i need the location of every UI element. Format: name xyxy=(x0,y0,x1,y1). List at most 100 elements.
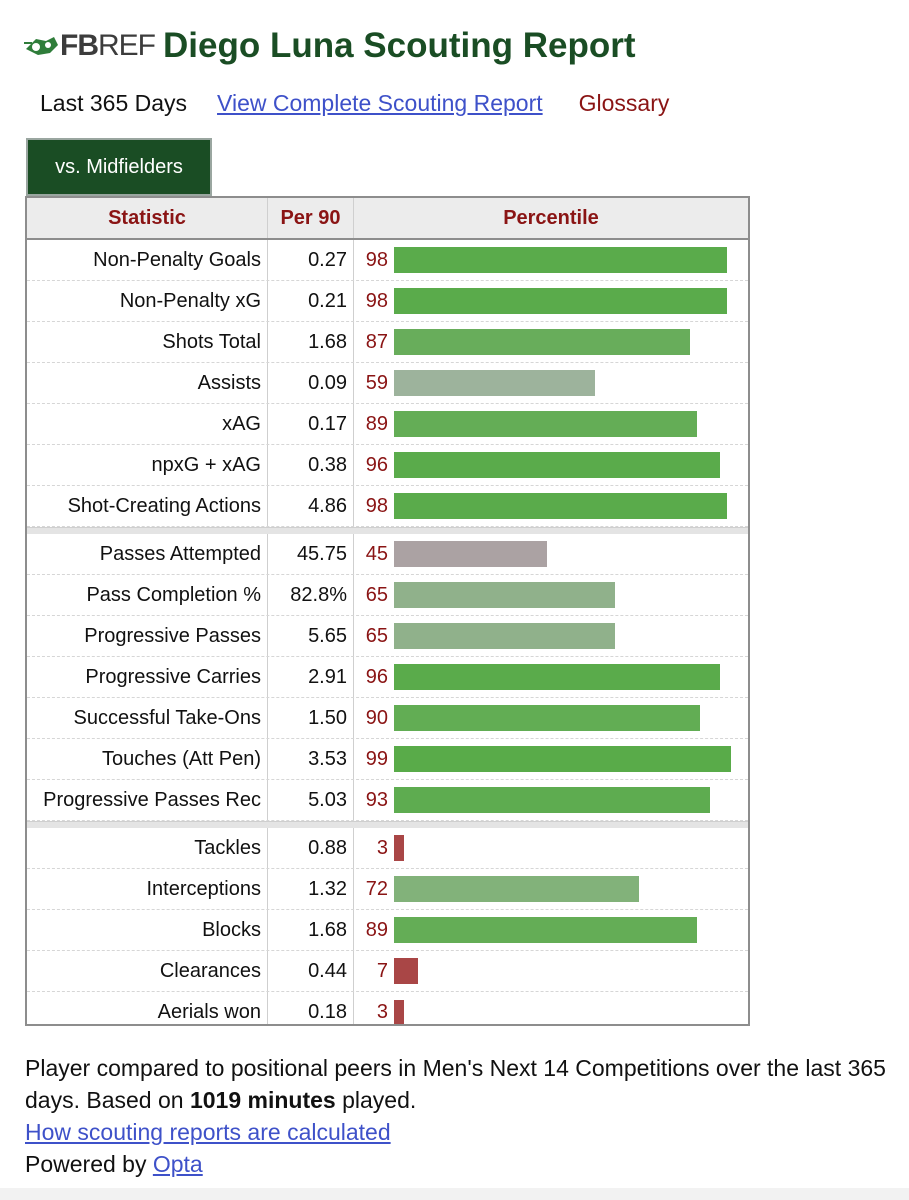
per90-value: 3.53 xyxy=(268,739,354,779)
percentile-bar xyxy=(394,835,404,861)
percentile-bar-track xyxy=(394,787,734,813)
percentile-bar-track xyxy=(394,329,734,355)
stat-name: Passes Attempted xyxy=(27,534,268,574)
column-header-statistic[interactable]: Statistic xyxy=(27,198,268,238)
group-separator xyxy=(27,527,748,534)
table-row: Clearances 0.44 7 xyxy=(27,951,748,992)
stat-name: Pass Completion % xyxy=(27,575,268,615)
table-row: Non-Penalty xG 0.21 98 xyxy=(27,281,748,322)
percentile-bar xyxy=(394,664,720,690)
per90-value: 5.65 xyxy=(268,616,354,656)
percentile-bar-track xyxy=(394,411,734,437)
percentile-bar xyxy=(394,329,690,355)
logo-wordmark: FBREF xyxy=(60,29,156,62)
minutes-played: 1019 minutes xyxy=(189,1087,336,1113)
stat-name: Blocks xyxy=(27,910,268,950)
percentile-value: 7 xyxy=(376,959,388,982)
percentile-value: 65 xyxy=(365,624,388,647)
percentile-value: 98 xyxy=(365,494,388,517)
percentile-cell: 99 xyxy=(354,739,748,779)
percentile-bar-track xyxy=(394,876,734,902)
percentile-cell: 65 xyxy=(354,575,748,615)
per90-value: 0.44 xyxy=(268,951,354,991)
percentile-bar xyxy=(394,452,720,478)
per90-value: 4.86 xyxy=(268,486,354,526)
table-row: xAG 0.17 89 xyxy=(27,404,748,445)
percentile-bar xyxy=(394,623,615,649)
comparison-note: Player compared to positional peers in M… xyxy=(25,1052,895,1116)
table-row: npxG + xAG 0.38 96 xyxy=(27,445,748,486)
table-row: Aerials won 0.18 3 xyxy=(27,992,748,1024)
column-header-per90[interactable]: Per 90 xyxy=(268,198,354,238)
stat-name: npxG + xAG xyxy=(27,445,268,485)
page-title: Diego Luna Scouting Report xyxy=(163,26,636,65)
percentile-cell: 98 xyxy=(354,281,748,321)
percentile-value: 72 xyxy=(365,877,388,900)
percentile-cell: 98 xyxy=(354,486,748,526)
percentile-cell: 96 xyxy=(354,657,748,697)
how-calculated-link[interactable]: How scouting reports are calculated xyxy=(25,1119,391,1145)
percentile-cell: 89 xyxy=(354,910,748,950)
stat-name: Progressive Passes Rec xyxy=(27,780,268,820)
stat-name: Progressive Carries xyxy=(27,657,268,697)
stat-name: Non-Penalty xG xyxy=(27,281,268,321)
per90-value: 0.09 xyxy=(268,363,354,403)
percentile-bar xyxy=(394,876,639,902)
percentile-value: 98 xyxy=(365,248,388,271)
percentile-cell: 89 xyxy=(354,404,748,444)
percentile-cell: 65 xyxy=(354,616,748,656)
glossary-link[interactable]: Glossary xyxy=(578,90,670,116)
tab-vs-midfielders[interactable]: vs. Midfielders xyxy=(26,138,212,196)
percentile-bar xyxy=(394,493,727,519)
percentile-bar-track xyxy=(394,958,734,984)
percentile-bar-track xyxy=(394,582,734,608)
percentile-value: 93 xyxy=(365,788,388,811)
column-header-percentile[interactable]: Percentile xyxy=(503,206,599,229)
percentile-bar xyxy=(394,917,697,943)
opta-link[interactable]: Opta xyxy=(152,1151,203,1177)
stat-name: xAG xyxy=(27,404,268,444)
per90-value: 1.68 xyxy=(268,322,354,362)
percentile-value: 45 xyxy=(365,542,388,565)
comparison-text: Player compared to positional peers in M… xyxy=(25,1055,886,1113)
percentile-value: 96 xyxy=(365,665,388,688)
stat-name: Non-Penalty Goals xyxy=(27,240,268,280)
percentile-value: 89 xyxy=(365,918,388,941)
fbref-logo[interactable]: FBREF xyxy=(24,29,156,62)
table-header-row: Statistic Per 90 Percentile xyxy=(27,198,748,240)
stat-name: Shot-Creating Actions xyxy=(27,486,268,526)
percentile-bar-track xyxy=(394,705,734,731)
soccer-ball-logo-icon xyxy=(24,37,58,55)
table-row: Passes Attempted 45.75 45 xyxy=(27,534,748,575)
percentile-bar xyxy=(394,411,697,437)
percentile-bar-track xyxy=(394,493,734,519)
per90-value: 45.75 xyxy=(268,534,354,574)
table-row: Non-Penalty Goals 0.27 98 xyxy=(27,240,748,281)
period-label: Last 365 Days xyxy=(40,90,188,116)
percentile-bar-track xyxy=(394,623,734,649)
percentile-bar xyxy=(394,370,595,396)
percentile-bar xyxy=(394,247,727,273)
percentile-cell: 59 xyxy=(354,363,748,403)
percentile-bar xyxy=(394,746,731,772)
percentile-cell: 3 xyxy=(354,992,748,1024)
table-row: Assists 0.09 59 xyxy=(27,363,748,404)
stat-name: Interceptions xyxy=(27,869,268,909)
percentile-bar-track xyxy=(394,541,734,567)
table-row: Interceptions 1.32 72 xyxy=(27,869,748,910)
percentile-bar xyxy=(394,541,547,567)
percentile-value: 99 xyxy=(365,747,388,770)
percentile-bar-track xyxy=(394,370,734,396)
per90-value: 0.38 xyxy=(268,445,354,485)
percentile-value: 65 xyxy=(365,583,388,606)
complete-report-link[interactable]: View Complete Scouting Report xyxy=(217,90,543,116)
percentile-value: 3 xyxy=(376,1001,388,1023)
per90-value: 0.27 xyxy=(268,240,354,280)
per90-value: 1.32 xyxy=(268,869,354,909)
percentile-bar-track xyxy=(394,664,734,690)
percentile-bar xyxy=(394,705,700,731)
percentile-bar-track xyxy=(394,917,734,943)
percentile-cell: 7 xyxy=(354,951,748,991)
stat-name: Tackles xyxy=(27,828,268,868)
percentile-value: 3 xyxy=(376,836,388,859)
